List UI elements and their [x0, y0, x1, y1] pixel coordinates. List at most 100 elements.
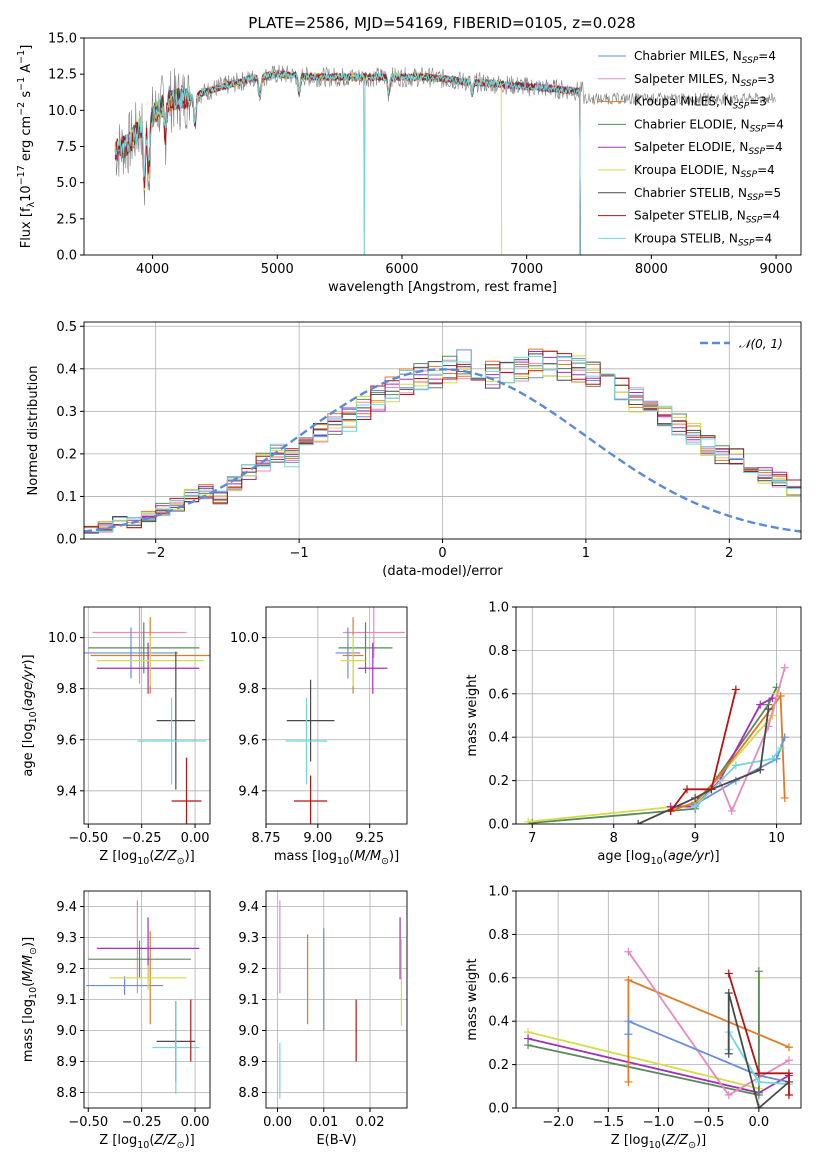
- axes-frame: [83, 606, 211, 825]
- ytick-label: 0.4: [56, 362, 77, 377]
- normal-curve: [84, 368, 801, 533]
- legend-entry-SE: Salpeter ELODIE, NSSP=4: [634, 140, 783, 157]
- plot-area: [279, 900, 403, 1099]
- weight-line-KE: [527, 977, 760, 1090]
- xtick-label: 0.0: [749, 1115, 770, 1130]
- histogram-KE: [84, 355, 801, 528]
- xtick-label: 7000: [510, 262, 543, 277]
- x-axis-label: mass [log10(M/M⊙)]: [274, 849, 399, 867]
- xtick-label: −2.0: [542, 1115, 574, 1130]
- ytick-label: 5.0: [56, 176, 77, 191]
- legend-entry-CE: Chabrier ELODIE, NSSP=4: [634, 117, 784, 134]
- y-axis-label: mass weight: [465, 958, 480, 1040]
- ytick-label: 0.8: [488, 644, 509, 659]
- ytick-label: 7.5: [56, 140, 77, 155]
- weight-line-KS: [694, 747, 782, 808]
- ticks: 8.75 9.00 9.25 9.4 9.6 9.8 10.0: [230, 631, 384, 846]
- panel-spectrum: 4000 5000 6000 7000 8000 9000 0.0 2.5 5.0 7.5 10.0…: [16, 32, 802, 295]
- xtick-label: 9.25: [355, 831, 384, 846]
- ytick-label: 0.2: [488, 1058, 509, 1073]
- weight-point-KE: [524, 817, 533, 824]
- xtick-label: 8: [610, 831, 618, 846]
- xtick-label: 0.02: [356, 1115, 385, 1130]
- y-axis-label: mass weight: [465, 674, 480, 756]
- y-axis-label: Flux [fλ10−17 erg cm−2 s−1 A−1]: [16, 45, 37, 249]
- legend: Chabrier MILES, NSSP=4 Salpeter MILES, NS…: [598, 49, 784, 248]
- weight-point-CS: [764, 704, 773, 713]
- ytick-label: 9.0: [238, 1024, 259, 1039]
- weight-point-SS: [666, 806, 675, 815]
- weight-point-CE: [528, 818, 537, 824]
- ytick-label: 0.5: [56, 320, 77, 335]
- weight-point-SM: [780, 663, 789, 672]
- model-spectrum-CS: [114, 70, 581, 255]
- xtick-label: −2: [146, 546, 165, 561]
- xtick-label: −1.5: [593, 1115, 625, 1130]
- ytick-label: 9.2: [56, 962, 77, 977]
- xtick-label: 7: [528, 831, 536, 846]
- ticks: 0.00 0.01 0.02 8.8 8.9 9.0 9.1 9.2 9.3 9.4: [238, 900, 384, 1130]
- xtick-label: 0.00: [181, 1115, 210, 1130]
- xtick-label: 10: [768, 831, 785, 846]
- panel-mass_vs_ebv: 0.00 0.01 0.02 8.8 8.9 9.0 9.1 9.2 9.3 9.4 E(B-V): [238, 890, 408, 1148]
- ticks: 4000 5000 6000 7000 8000 9000 0.0 2.5 5.0 7.5 10.0…: [48, 32, 793, 278]
- weight-point-KM: [624, 1077, 633, 1086]
- axes-frame: [83, 890, 211, 1109]
- xtick-label: 2: [725, 546, 733, 561]
- xtick-label: 9.00: [303, 831, 332, 846]
- x-axis-label: Z [log10(Z/Z⊙)]: [99, 1133, 194, 1151]
- panel-mass_weight_vs_age: 7 8 9 10 0.0 0.2 0.4 0.6 0.8 1.0 mass weight age [l…: [465, 601, 802, 867]
- ticks: −2.0 −1.5 −1.0 −0.5 0.0 0.0 0.2 0.4 0.6 0.8 1.0: [488, 885, 769, 1131]
- weight-line-CE: [527, 971, 760, 1097]
- weight-point-SS: [724, 969, 733, 978]
- histogram-SS: [84, 350, 801, 531]
- weight-point-SE: [756, 700, 765, 709]
- weight-point-SM: [724, 1090, 733, 1099]
- weight-point-SE: [768, 694, 777, 703]
- gridlines: [84, 891, 210, 1108]
- ytick-label: 10.0: [48, 104, 77, 119]
- xtick-label: 0.00: [263, 1115, 292, 1130]
- weight-line-SS: [727, 973, 790, 1095]
- observed-spectrum: [114, 64, 777, 206]
- weight-point-CS: [691, 793, 700, 802]
- xtick-label: −0.5: [693, 1115, 725, 1130]
- weight-point-KM: [784, 1043, 793, 1052]
- panel-residuals: −2 −1 0 1 2 0.0 0.1 0.2 0.3 0.4 0.5 (data-model)/er…: [26, 320, 802, 579]
- weight-point-CS: [756, 765, 765, 774]
- ytick-label: 9.4: [238, 900, 259, 915]
- xtick-label: −0.50: [68, 1115, 108, 1130]
- ytick-label: 0.8: [488, 928, 509, 943]
- model-spectrum-KS: [114, 69, 581, 255]
- x-axis-label: Z [log10(Z/Z⊙)]: [99, 849, 194, 867]
- weight-point-SM: [727, 806, 736, 815]
- histogram-KS: [84, 355, 801, 533]
- weight-point-SS: [707, 785, 716, 794]
- ytick-label: 2.5: [56, 212, 77, 227]
- ytick-label: 0.1: [56, 490, 77, 505]
- plot-area: [524, 663, 789, 824]
- legend-entry-SM: Salpeter MILES, NSSP=3: [634, 72, 775, 89]
- ytick-label: 0.0: [488, 818, 509, 833]
- xtick-label: 8000: [635, 262, 668, 277]
- weight-point-SM: [784, 1056, 793, 1065]
- x-axis-label: E(B-V): [316, 1133, 356, 1148]
- ytick-label: 0.3: [56, 405, 77, 420]
- xtick-label: −0.25: [122, 1115, 162, 1130]
- plot-area: [86, 900, 200, 1095]
- plot-area: [114, 64, 777, 255]
- ytick-label: 9.8: [238, 682, 259, 697]
- weight-point-KS: [754, 1077, 763, 1086]
- xtick-label: 0: [438, 546, 446, 561]
- legend-entry-KE: Kroupa ELODIE, NSSP=4: [634, 163, 775, 180]
- ytick-label: 9.4: [238, 784, 259, 799]
- figure-title: PLATE=2586, MJD=54169, FIBERID=0105, z=0…: [248, 14, 635, 32]
- legend-entry-KM: Kroupa MILES, NSSP=3: [634, 95, 767, 112]
- y-axis-label: age [log10(age/yr)]: [21, 654, 39, 776]
- ytick-label: 9.0: [56, 1024, 77, 1039]
- legend-entry-SS: Salpeter STELIB, NSSP=4: [634, 209, 780, 226]
- weight-point-SM: [715, 776, 724, 785]
- weight-point-KM: [780, 793, 789, 802]
- x-axis-label: wavelength [Angstrom, rest frame]: [328, 280, 557, 295]
- xtick-label: 8.75: [252, 831, 281, 846]
